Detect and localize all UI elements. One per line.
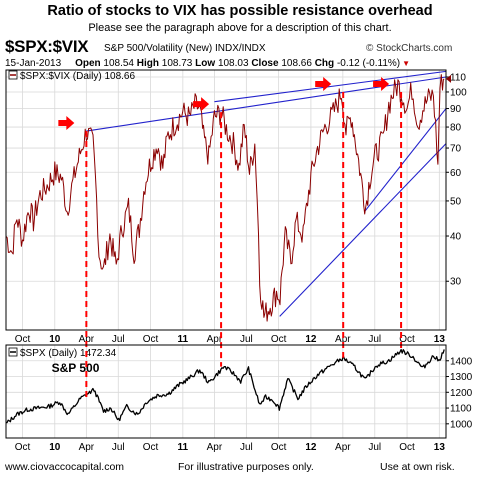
x-tick-label: Oct — [399, 442, 415, 453]
ratio-series-line — [5, 74, 445, 322]
y-tick-label: 1300 — [450, 372, 473, 383]
high-value: 108.73 — [161, 58, 193, 69]
plot-border-top — [5, 69, 447, 331]
chg-label: Chg — [314, 58, 335, 69]
x-tick-label: Apr — [79, 334, 95, 345]
y-tick-label: 30 — [450, 277, 462, 288]
quote-line: 15-Jan-2013 Open 108.54 High 108.73 Low … — [5, 58, 410, 69]
x-tick-label: Jul — [368, 334, 381, 345]
x-tick-label: 13 — [434, 442, 446, 453]
x-tick-label: Oct — [143, 442, 159, 453]
x-tick-label: 11 — [178, 334, 189, 345]
trendline — [214, 70, 447, 103]
legend-ratio: $SPX:$VIX (Daily) 108.66 — [20, 71, 135, 82]
footer-website: www.ciovaccocapital.com — [5, 461, 125, 473]
last-value-marker — [446, 74, 451, 83]
x-tick-label: Oct — [271, 334, 287, 345]
y-tick-label: 70 — [450, 144, 462, 155]
y-tick-label: 80 — [450, 123, 462, 134]
source-credit: © StockCharts.com — [366, 43, 453, 54]
x-tick-label: Apr — [207, 334, 223, 345]
x-tick-label: Oct — [399, 334, 415, 345]
x-tick-label: 13 — [434, 334, 446, 345]
x-tick-label: Oct — [271, 442, 287, 453]
high-label: High — [136, 58, 159, 69]
down-triangle-icon: ▼ — [402, 59, 411, 68]
x-tick-label: 10 — [49, 442, 61, 453]
close-value: 108.66 — [281, 58, 312, 69]
low-value: 108.03 — [217, 58, 249, 69]
spx-series-line — [5, 348, 445, 424]
x-tick-label: Oct — [15, 334, 31, 345]
footer-disclaimer: For illustrative purposes only. — [178, 461, 314, 473]
chart-subtitle: Please see the paragraph above for a des… — [88, 22, 392, 34]
y-tick-label: 110 — [450, 72, 466, 83]
legend-spx: $SPX (Daily) 1472.34 — [20, 348, 117, 359]
x-tick-label: 11 — [178, 442, 189, 453]
x-tick-label: Oct — [15, 442, 31, 453]
x-tick-label: 12 — [305, 442, 317, 453]
y-tick-label: 50 — [450, 196, 462, 207]
y-tick-label: 90 — [450, 104, 462, 115]
trendline — [364, 108, 447, 212]
open-label: Open — [75, 58, 101, 69]
symbol-label: $SPX:$VIX — [5, 37, 89, 56]
x-tick-label: Jul — [112, 442, 125, 453]
trendline — [279, 143, 447, 317]
plot-area-1 — [6, 70, 446, 330]
x-tick-label: Jul — [240, 334, 253, 345]
open-value: 108.54 — [103, 58, 134, 69]
y-tick-label: 40 — [450, 232, 462, 243]
x-tick-label: Jul — [240, 442, 253, 453]
x-tick-label: Apr — [335, 442, 351, 453]
y-tick-label: 1100 — [450, 404, 472, 415]
quote-date: 15-Jan-2013 — [5, 58, 62, 69]
red-arrow-icon — [193, 97, 210, 112]
x-tick-label: 12 — [305, 334, 317, 345]
x-tick-label: Apr — [335, 334, 351, 345]
x-tick-label: Apr — [207, 442, 223, 453]
close-label: Close — [251, 58, 279, 69]
red-arrow-icon — [373, 76, 390, 91]
x-tick-label: Apr — [79, 442, 95, 453]
red-arrow-icon — [315, 76, 332, 91]
x-tick-label: 10 — [49, 334, 61, 345]
y-tick-label: 1200 — [450, 388, 473, 399]
spx-panel-label: S&P 500 — [52, 361, 100, 375]
plot-border-bottom — [5, 344, 447, 439]
low-label: Low — [195, 58, 216, 69]
footer-risk-note: Use at own risk. — [380, 461, 455, 473]
y-tick-label: 100 — [450, 87, 467, 98]
y-tick-label: 1400 — [450, 356, 473, 367]
x-tick-label: Oct — [143, 334, 159, 345]
red-arrow-icon — [58, 116, 75, 131]
x-tick-label: Jul — [368, 442, 381, 453]
chg-value: -0.12 (-0.11%) — [336, 58, 401, 69]
symbol-description: S&P 500/Volatility (New) INDX/INDX — [104, 43, 266, 54]
y-tick-label: 60 — [450, 168, 462, 179]
y-tick-label: 1000 — [450, 419, 473, 430]
chart-title: Ratio of stocks to VIX has possible resi… — [47, 3, 433, 19]
x-tick-label: Jul — [112, 334, 125, 345]
